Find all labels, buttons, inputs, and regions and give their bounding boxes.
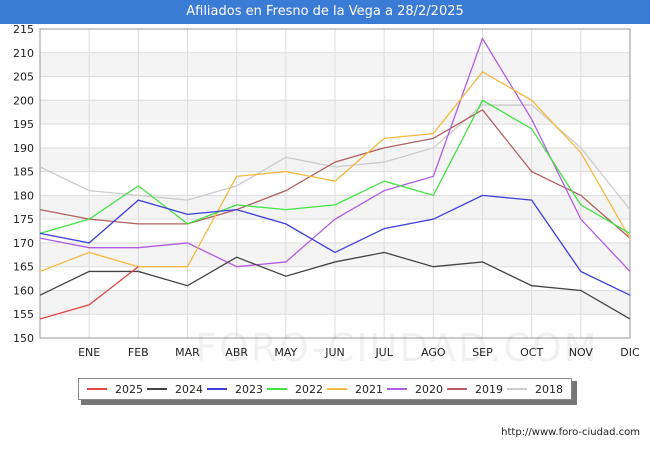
legend-label: 2021 bbox=[355, 382, 383, 396]
legend-item-2025: 2025 bbox=[87, 383, 143, 396]
legend-item-2023: 2023 bbox=[207, 383, 263, 396]
plot-border bbox=[39, 28, 631, 339]
legend-label: 2020 bbox=[415, 382, 443, 396]
y-tick-label: 210 bbox=[13, 47, 34, 60]
series-line-2018 bbox=[39, 104, 631, 211]
y-tick-label: 155 bbox=[13, 308, 34, 321]
legend-swatch bbox=[327, 388, 347, 390]
x-tick-label: OCT bbox=[520, 346, 543, 359]
x-tick-label: AGO bbox=[421, 346, 446, 359]
watermark: FORO-CIUDAD.COM bbox=[195, 326, 599, 370]
y-tick-label: 165 bbox=[13, 261, 34, 274]
x-tick-label: SEP bbox=[472, 346, 493, 359]
legend-item-2024: 2024 bbox=[147, 383, 203, 396]
x-tick-label: MAR bbox=[175, 346, 200, 359]
legend-label: 2024 bbox=[175, 382, 203, 396]
legend-item-2022: 2022 bbox=[267, 383, 323, 396]
series-line-2019 bbox=[39, 108, 631, 239]
chart-title: Afiliados en Fresno de la Vega a 28/2/20… bbox=[0, 0, 650, 24]
legend-swatch bbox=[267, 388, 287, 390]
legend: 2025 2024 2023 2022 2021 2020 2019 2018 bbox=[78, 378, 572, 400]
legend-item-2020: 2020 bbox=[387, 383, 443, 396]
y-tick-label: 190 bbox=[13, 142, 34, 155]
legend-swatch bbox=[387, 388, 407, 390]
series-line-2023 bbox=[39, 194, 631, 296]
series-line-2022 bbox=[39, 99, 631, 235]
legend-item-2018: 2018 bbox=[507, 383, 563, 396]
legend-label: 2022 bbox=[295, 382, 323, 396]
legend-swatch bbox=[447, 388, 467, 390]
x-tick-label: ENE bbox=[78, 346, 100, 359]
y-tick-label: 160 bbox=[13, 284, 34, 297]
y-tick-label: 150 bbox=[13, 332, 34, 345]
legend-swatch bbox=[147, 388, 167, 390]
legend-item-2021: 2021 bbox=[327, 383, 383, 396]
y-tick-label: 195 bbox=[13, 118, 34, 131]
legend-swatch bbox=[207, 388, 227, 390]
legend-swatch bbox=[87, 388, 107, 390]
y-tick-label: 185 bbox=[13, 166, 34, 179]
legend-swatch bbox=[507, 388, 527, 390]
x-tick-label: ABR bbox=[225, 346, 248, 359]
y-tick-label: 200 bbox=[13, 94, 34, 107]
series-line-2025 bbox=[39, 266, 139, 320]
x-tick-label: MAY bbox=[274, 346, 297, 359]
source-url: http://www.foro-ciudad.com bbox=[501, 427, 640, 438]
legend-label: 2018 bbox=[535, 382, 563, 396]
y-tick-label: 170 bbox=[13, 237, 34, 250]
legend-item-2019: 2019 bbox=[447, 383, 503, 396]
y-tick-label: 175 bbox=[13, 213, 34, 226]
legend-label: 2025 bbox=[115, 382, 143, 396]
y-tick-label: 215 bbox=[13, 23, 34, 36]
legend-label: 2019 bbox=[475, 382, 503, 396]
x-tick-label: DIC bbox=[620, 346, 640, 359]
legend-label: 2023 bbox=[235, 382, 263, 396]
x-tick-label: JUL bbox=[374, 346, 393, 359]
series-line-2020 bbox=[39, 37, 631, 272]
x-tick-label: JUN bbox=[324, 346, 345, 359]
x-tick-label: FEB bbox=[128, 346, 149, 359]
y-tick-label: 205 bbox=[13, 71, 34, 84]
x-tick-label: NOV bbox=[569, 346, 594, 359]
series-line-2024 bbox=[39, 251, 631, 320]
y-tick-label: 180 bbox=[13, 189, 34, 202]
